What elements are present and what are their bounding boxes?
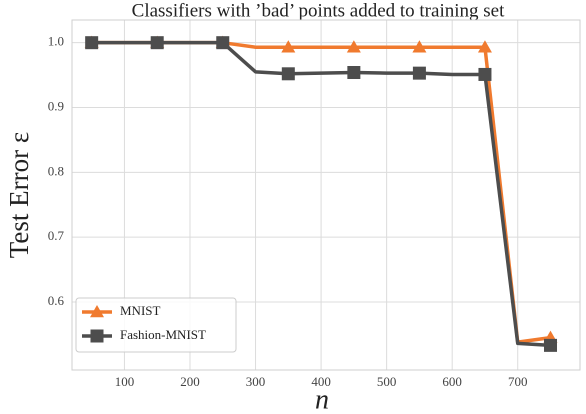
marker [478,67,492,81]
marker [412,40,427,53]
plot-frame [71,19,581,371]
x-tick-label: 600 [442,374,462,389]
x-tick-label: 100 [115,374,135,389]
y-tick-label: 0.9 [48,98,64,113]
y-axis-label: Test Error ε [4,132,34,258]
marker [90,305,104,318]
x-tick-label: 500 [377,374,397,389]
marker [544,338,558,352]
y-tick-label: 1.0 [48,34,64,49]
x-tick-label: 700 [508,374,528,389]
marker [150,36,164,50]
y-tick-label: 0.8 [48,163,64,178]
series-line [91,40,551,348]
marker [216,36,230,50]
marker [281,40,296,53]
marker [412,66,426,80]
legend: MNIST Fashion-MNIST [75,297,237,353]
marker [281,67,295,81]
x-axis-label: n [315,384,329,414]
chart-title: Classifiers with ’bad’ points added to t… [132,0,505,21]
marker [90,329,104,343]
marker [477,40,492,53]
y-tick-label: 0.6 [48,293,65,308]
legend-label: MNIST [120,303,161,318]
x-tick-label: 300 [246,374,266,389]
legend-box [75,297,237,353]
marker [85,36,99,50]
marker [347,66,361,79]
marker [346,40,361,53]
x-tick-label: 200 [180,374,200,389]
y-tick-label: 0.7 [48,228,65,243]
x-tick-label: 400 [311,374,331,389]
legend-label: Fashion-MNIST [120,327,206,342]
